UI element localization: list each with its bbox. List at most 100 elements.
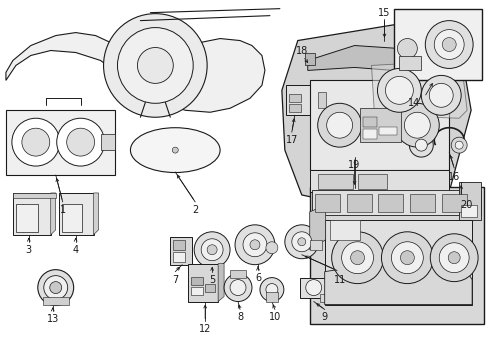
Bar: [359, 108, 401, 142]
Circle shape: [326, 112, 352, 138]
Circle shape: [285, 225, 318, 259]
Text: 19: 19: [348, 160, 360, 170]
Circle shape: [404, 112, 429, 138]
Ellipse shape: [130, 128, 220, 172]
Circle shape: [44, 276, 67, 300]
Circle shape: [265, 242, 277, 254]
Circle shape: [291, 232, 311, 252]
Circle shape: [207, 245, 217, 255]
Bar: [317, 174, 352, 189]
Circle shape: [341, 242, 373, 274]
Circle shape: [260, 278, 283, 302]
Circle shape: [57, 118, 104, 166]
Bar: [265, 292, 277, 302]
Polygon shape: [281, 21, 470, 212]
Circle shape: [350, 251, 364, 265]
Bar: [324, 220, 471, 305]
Bar: [309, 80, 448, 170]
Circle shape: [117, 28, 193, 103]
Bar: [288, 104, 300, 112]
Polygon shape: [371, 60, 466, 118]
Text: 1: 1: [60, 205, 65, 215]
Bar: [173, 252, 185, 262]
Bar: [205, 284, 215, 292]
Bar: [285, 85, 320, 115]
Circle shape: [38, 270, 74, 306]
Bar: [441, 194, 466, 212]
Circle shape: [305, 280, 321, 296]
Bar: [458, 182, 480, 220]
Polygon shape: [51, 193, 56, 235]
Text: 10: 10: [268, 312, 281, 323]
Bar: [309, 170, 448, 192]
Circle shape: [454, 141, 462, 149]
Bar: [329, 220, 359, 240]
Text: 18: 18: [295, 45, 307, 55]
Text: 5: 5: [208, 275, 215, 285]
Circle shape: [243, 233, 266, 257]
Bar: [309, 187, 483, 324]
Text: 17: 17: [285, 135, 297, 145]
Bar: [379, 127, 397, 135]
Text: 7: 7: [172, 275, 178, 285]
Polygon shape: [309, 205, 325, 250]
Bar: [6, 110, 115, 175]
Circle shape: [397, 39, 416, 58]
Bar: [288, 94, 300, 102]
Bar: [188, 264, 218, 302]
Bar: [101, 134, 115, 150]
Text: 8: 8: [237, 312, 243, 323]
Circle shape: [381, 232, 432, 284]
Circle shape: [438, 243, 468, 273]
Circle shape: [377, 68, 421, 112]
Circle shape: [137, 48, 173, 84]
Bar: [304, 54, 314, 66]
Circle shape: [172, 147, 178, 153]
Text: 3: 3: [26, 245, 32, 255]
Bar: [346, 194, 371, 212]
Text: 9: 9: [321, 312, 327, 323]
Bar: [59, 193, 93, 235]
Circle shape: [450, 137, 466, 153]
Bar: [191, 276, 203, 285]
Bar: [319, 293, 331, 302]
Bar: [460, 205, 476, 217]
Polygon shape: [307, 45, 438, 72]
Circle shape: [201, 239, 223, 261]
Circle shape: [66, 128, 94, 156]
Bar: [229, 270, 245, 278]
Bar: [299, 278, 327, 298]
Bar: [42, 297, 68, 305]
Bar: [399, 57, 421, 71]
Circle shape: [390, 242, 423, 274]
Circle shape: [22, 128, 50, 156]
Circle shape: [428, 84, 452, 107]
Bar: [170, 237, 192, 265]
Circle shape: [224, 274, 251, 302]
Circle shape: [408, 133, 432, 157]
Text: 4: 4: [72, 245, 79, 255]
Bar: [314, 194, 339, 212]
Bar: [191, 287, 203, 294]
Circle shape: [385, 76, 412, 104]
Bar: [13, 193, 51, 235]
Circle shape: [447, 252, 459, 264]
Bar: [362, 129, 377, 139]
Text: 14: 14: [407, 98, 420, 108]
Circle shape: [12, 118, 60, 166]
Circle shape: [235, 225, 274, 265]
Bar: [173, 240, 185, 250]
Polygon shape: [93, 193, 99, 235]
Circle shape: [194, 232, 229, 268]
Bar: [357, 174, 386, 189]
Circle shape: [265, 284, 277, 296]
Polygon shape: [13, 193, 56, 198]
Circle shape: [331, 232, 383, 284]
Bar: [378, 194, 403, 212]
Circle shape: [50, 282, 61, 293]
Circle shape: [395, 103, 438, 147]
Circle shape: [317, 103, 361, 147]
Circle shape: [421, 75, 460, 115]
Text: 12: 12: [199, 324, 211, 334]
Text: 6: 6: [254, 273, 261, 283]
